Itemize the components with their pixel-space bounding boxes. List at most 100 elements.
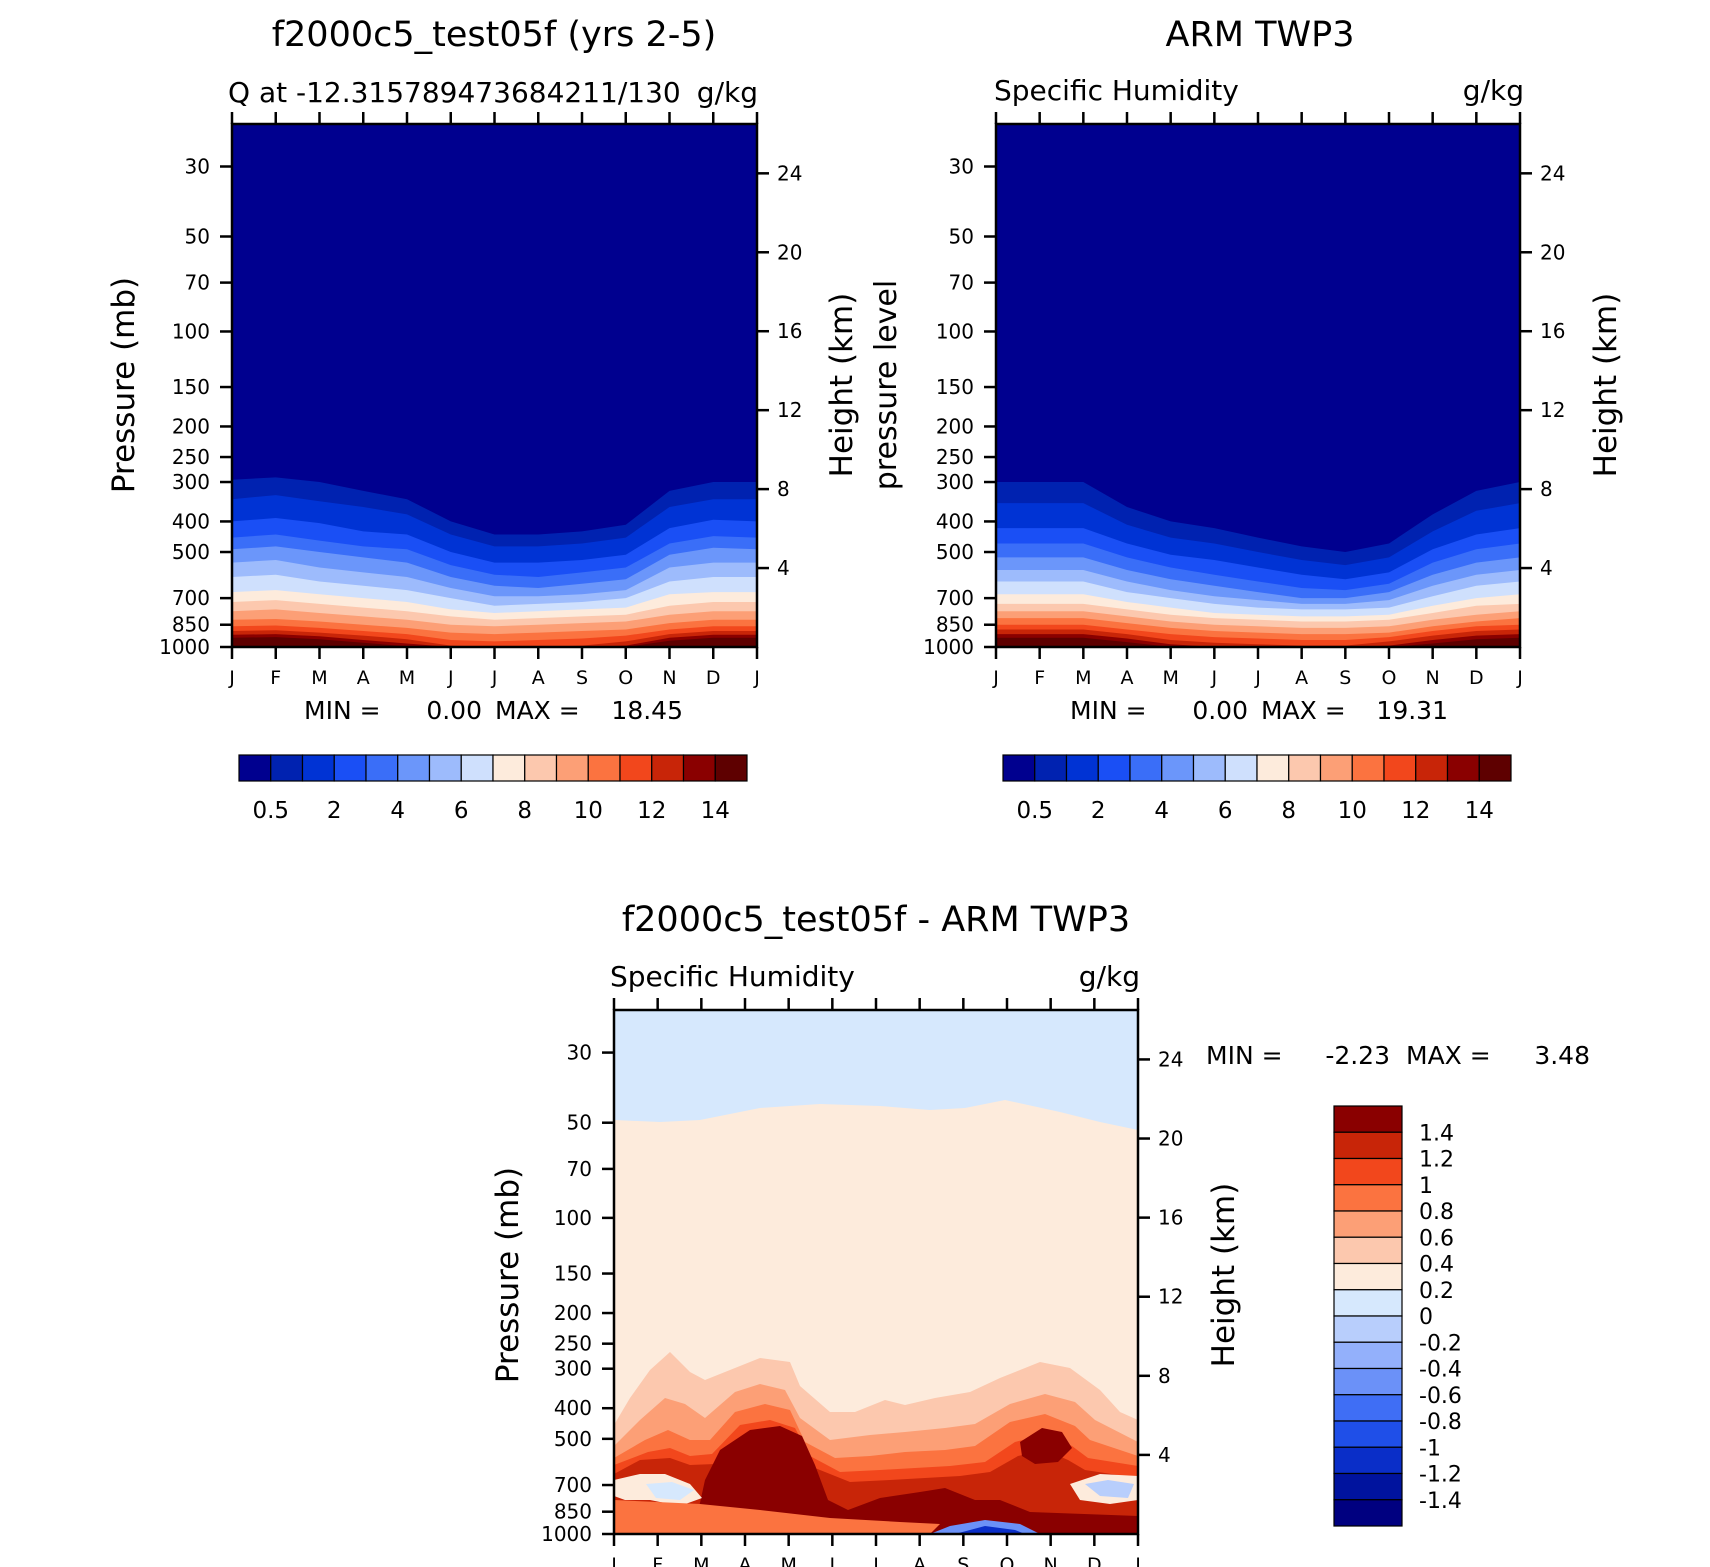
y-tick-label: 850 bbox=[172, 613, 210, 637]
y-tick-right-label: 12 bbox=[1540, 398, 1565, 422]
x-tick-label: M bbox=[780, 1554, 796, 1567]
panel-obs: ARM TWP3 Specific Humidity g/kg J F M A M J J A… bbox=[869, 15, 1624, 824]
colorbar-box bbox=[1415, 754, 1449, 782]
x-tick-label: J bbox=[1211, 667, 1218, 689]
y-tick-label: 150 bbox=[554, 1262, 592, 1286]
y-tick-label: 70 bbox=[185, 271, 210, 295]
y-tick-label: 850 bbox=[936, 613, 974, 637]
y-tick-label: 1000 bbox=[923, 635, 974, 659]
colorbar-box bbox=[460, 754, 494, 782]
y-tick-label: 70 bbox=[949, 271, 974, 295]
x-tick-label: J bbox=[610, 1554, 617, 1567]
y-tick-right-label: 8 bbox=[777, 477, 790, 501]
x-tick-label: J bbox=[872, 1554, 879, 1567]
colorbar-label: -1 bbox=[1419, 1436, 1441, 1461]
panel-model-max-label: MAX = bbox=[495, 696, 580, 725]
x-tick-label: O bbox=[1000, 1554, 1015, 1567]
x-tick-label: F bbox=[1034, 667, 1045, 689]
colorbar-box bbox=[1333, 1236, 1403, 1265]
panel-diff-min-label: MIN = bbox=[1206, 1041, 1283, 1070]
colorbar-box bbox=[1333, 1367, 1403, 1396]
x-tick-label: F bbox=[652, 1554, 663, 1567]
panel-obs-subtitle-left: Specific Humidity bbox=[994, 74, 1239, 107]
y-tick-label: 250 bbox=[936, 445, 974, 469]
colorbar-label: 12 bbox=[1401, 798, 1430, 824]
y-tick-label: 200 bbox=[172, 414, 210, 438]
panel-diff-ylabel: Pressure (mb) bbox=[490, 1167, 526, 1383]
panel-model-colorbar: 0.5 2 4 6 8 10 12 14 bbox=[238, 754, 748, 824]
y-tick-label: 150 bbox=[172, 375, 210, 399]
x-tick-label: A bbox=[1121, 667, 1134, 689]
panel-model-subtitle-right: g/kg bbox=[697, 76, 758, 109]
colorbar-box bbox=[714, 754, 748, 782]
y-tick-label: 100 bbox=[172, 319, 210, 343]
contour-bands bbox=[232, 477, 757, 647]
colorbar-label: 0.6 bbox=[1419, 1226, 1454, 1251]
colorbar-box bbox=[555, 754, 589, 782]
panel-obs-ylabel: pressure level bbox=[869, 280, 904, 490]
colorbar-label: 0 bbox=[1419, 1305, 1433, 1330]
y-tick-right-label: 4 bbox=[1540, 556, 1553, 580]
y-tick-label: 150 bbox=[936, 375, 974, 399]
y-tick-right-label: 4 bbox=[777, 556, 790, 580]
y-tick-right-label: 12 bbox=[777, 398, 802, 422]
colorbar-box bbox=[1333, 1262, 1403, 1291]
panel-model-max-value: 18.45 bbox=[611, 696, 683, 725]
y-tick-right-label: 8 bbox=[1540, 477, 1553, 501]
panel-model-ylabel: Pressure (mb) bbox=[106, 277, 142, 493]
colorbar-box bbox=[1333, 1105, 1403, 1133]
colorbar-box bbox=[1224, 754, 1258, 782]
colorbar-box bbox=[1192, 754, 1226, 782]
colorbar-label: 4 bbox=[1154, 798, 1169, 824]
y-tick-right-label: 16 bbox=[1540, 319, 1565, 343]
x-tick-label: N bbox=[662, 667, 676, 689]
x-tick-label: J bbox=[1516, 667, 1523, 689]
colorbar-box bbox=[397, 754, 431, 782]
y-tick-label: 400 bbox=[172, 509, 210, 533]
x-tick-label: S bbox=[1339, 667, 1351, 689]
x-tick-label: M bbox=[399, 667, 415, 689]
y-tick-label: 200 bbox=[936, 414, 974, 438]
x-tick-label: S bbox=[576, 667, 588, 689]
y-tick-label: 300 bbox=[554, 1357, 592, 1381]
y-tick-label: 50 bbox=[567, 1111, 592, 1135]
x-tick-label: J bbox=[1134, 1554, 1141, 1567]
y-tick-label: 250 bbox=[172, 445, 210, 469]
x-tick-label: J bbox=[992, 667, 999, 689]
x-tick-label: D bbox=[706, 667, 721, 689]
colorbar-label: 4 bbox=[390, 798, 405, 824]
colorbar-box bbox=[1333, 1210, 1403, 1238]
colorbar-box bbox=[270, 754, 304, 782]
colorbar-box bbox=[1333, 1157, 1403, 1186]
panel-obs-plot-area bbox=[996, 124, 1520, 647]
y-tick-right-label: 24 bbox=[1540, 161, 1565, 185]
colorbar-label: 12 bbox=[637, 798, 666, 824]
band-negative-right-inner bbox=[1085, 1480, 1134, 1498]
colorbar-box bbox=[1065, 754, 1099, 782]
colorbar-box bbox=[651, 754, 685, 782]
panel-obs-max-label: MAX = bbox=[1261, 696, 1346, 725]
colorbar-label: -0.8 bbox=[1419, 1410, 1462, 1435]
colorbar-box bbox=[1446, 754, 1480, 782]
y-tick-right-label: 4 bbox=[1158, 1443, 1171, 1467]
y-tick-right-label: 16 bbox=[1158, 1206, 1183, 1230]
colorbar-label: -0.6 bbox=[1419, 1384, 1462, 1409]
y-tick-label: 400 bbox=[554, 1396, 592, 1420]
colorbar-label: 0.8 bbox=[1419, 1200, 1454, 1225]
band-1.4 bbox=[690, 1426, 1138, 1534]
colorbar-box bbox=[1383, 754, 1417, 782]
y-tick-label: 300 bbox=[936, 470, 974, 494]
colorbar-label: 10 bbox=[1338, 798, 1367, 824]
panel-diff-title: f2000c5_test05f - ARM TWP3 bbox=[622, 900, 1130, 940]
colorbar-label: 6 bbox=[454, 798, 469, 824]
y-tick-right-label: 20 bbox=[1540, 240, 1565, 264]
panel-diff: f2000c5_test05f - ARM TWP3 Specific Humi… bbox=[490, 900, 1590, 1567]
colorbar-box bbox=[1333, 1341, 1403, 1370]
panel-model-min-value: 0.00 bbox=[426, 696, 482, 725]
y-tick-label: 700 bbox=[936, 586, 974, 610]
colorbar-box bbox=[1288, 754, 1322, 782]
colorbar-box bbox=[1256, 754, 1290, 782]
y-tick-right-label: 12 bbox=[1158, 1285, 1183, 1309]
